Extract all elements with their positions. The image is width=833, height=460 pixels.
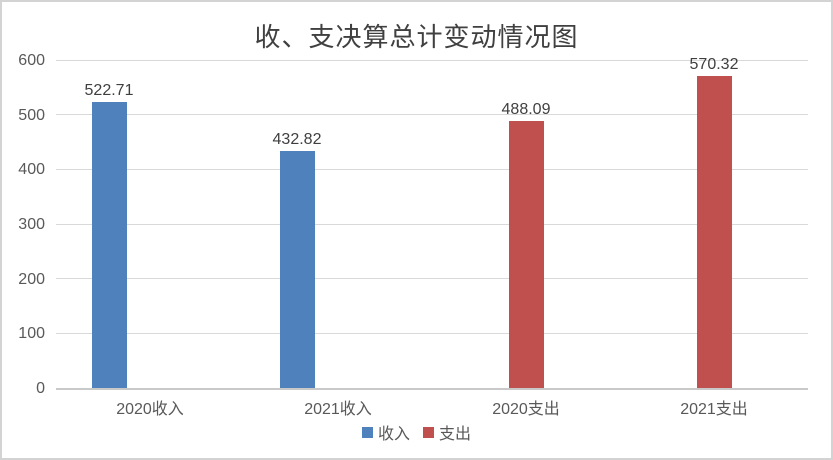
y-gridline <box>56 278 808 280</box>
y-axis-tick-label: 600 <box>18 52 45 69</box>
bar-value-label: 522.71 <box>84 82 134 100</box>
legend-swatch-icon <box>423 426 434 438</box>
legend-swatch-icon <box>361 426 373 438</box>
y-gridline <box>56 168 808 170</box>
x-axis-category-label: 2021收入 <box>304 401 372 418</box>
bar-2021收入 <box>279 151 315 388</box>
y-axis-tick-label: 400 <box>18 161 45 179</box>
legend-item: 支出 <box>423 420 471 444</box>
x-axis-category-label: 2021支出 <box>680 401 748 418</box>
x-axis-line <box>56 388 808 390</box>
y-axis-tick-label: 500 <box>18 106 45 124</box>
bar-value-label: 570.32 <box>689 56 739 74</box>
y-gridline <box>56 114 808 116</box>
legend: 收入 支出 <box>0 420 833 444</box>
bar-2020支出 <box>508 121 544 388</box>
bar-value-label: 432.82 <box>272 131 322 149</box>
legend-label: 收入 <box>377 426 410 443</box>
y-gridline <box>56 332 808 334</box>
bar-2020收入 <box>91 102 127 388</box>
y-gridline <box>56 223 808 225</box>
bar-2021支出 <box>696 76 732 388</box>
legend-item: 收入 <box>361 420 410 444</box>
legend-label: 支出 <box>439 426 472 443</box>
bar-value-label: 488.09 <box>501 101 551 119</box>
x-axis-category-label: 2020收入 <box>116 401 184 418</box>
x-axis-category-label: 2020支出 <box>492 401 560 418</box>
y-axis-tick-label: 200 <box>18 270 45 288</box>
y-axis-tick-label: 300 <box>18 216 45 233</box>
y-gridline <box>56 59 808 61</box>
y-axis-tick-label: 0 <box>36 380 45 397</box>
chart-title: 收、支决算总计变动情况图 <box>254 22 579 52</box>
y-axis-tick-label: 100 <box>18 325 45 343</box>
